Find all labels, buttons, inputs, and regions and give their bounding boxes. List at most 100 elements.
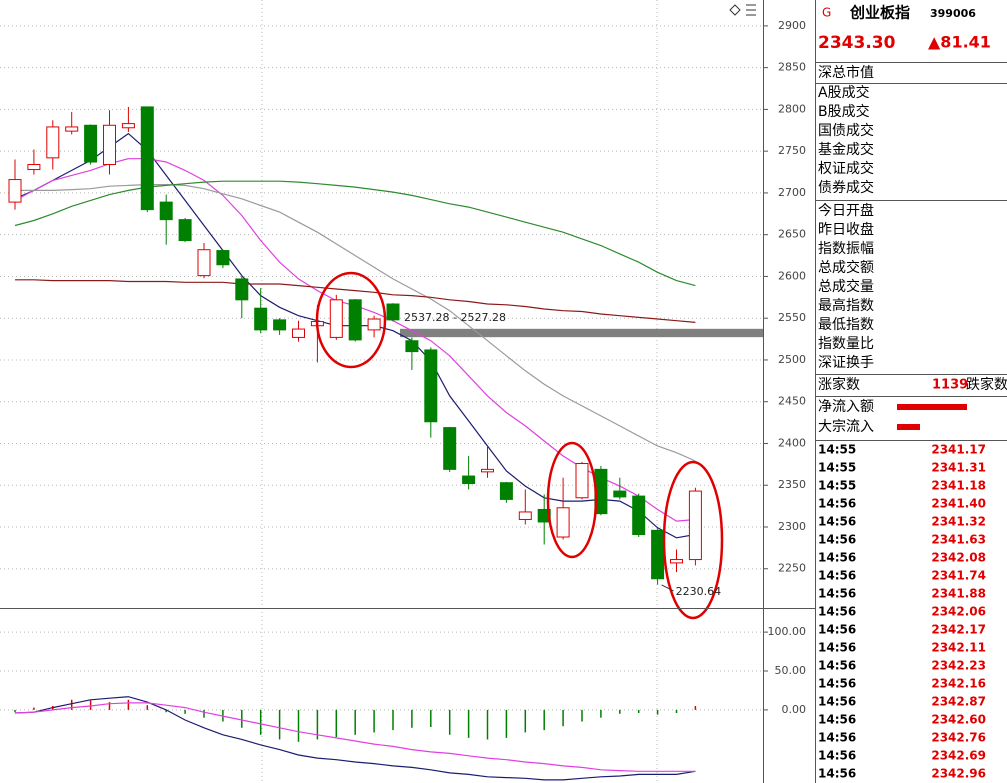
highlight-ellipse [662, 460, 724, 620]
candle-body [84, 124, 98, 163]
indicator-line [15, 279, 696, 323]
candle-body [632, 495, 646, 536]
y-tick-label: 2900 [778, 19, 806, 32]
row-label: 深总市值 [818, 64, 874, 81]
y-tick-label: 2650 [778, 228, 806, 241]
candle-body [443, 427, 457, 470]
y-tick-label: 2500 [778, 353, 806, 366]
tick-price: 2342.06 [931, 605, 986, 619]
y-tick-label: 2550 [778, 311, 806, 324]
candle-body [216, 250, 230, 266]
tick-price: 2341.32 [931, 515, 986, 529]
row-label: 国债成交 [818, 122, 874, 139]
row-label: 昨日收盘 [818, 221, 874, 238]
tick-time: 14:55 [818, 479, 856, 493]
y-tick-label: 2450 [778, 395, 806, 408]
row-label: 涨家数 [818, 376, 860, 393]
row-label: 指数振幅 [818, 241, 874, 257]
tick-price: 2341.74 [931, 569, 986, 583]
y-tick-label: 0.00 [782, 703, 807, 716]
tick-price: 2342.96 [931, 767, 986, 781]
price-change: ▲81.41 [928, 33, 991, 52]
tick-time: 14:56 [818, 767, 856, 781]
y-tick-label: 2400 [778, 436, 806, 449]
candle-body [329, 299, 343, 338]
candle-body [670, 559, 683, 564]
row-label: 深证换手 [818, 354, 874, 371]
tick-time: 14:56 [818, 659, 856, 673]
candle-body [103, 124, 116, 166]
index-code: 399006 [930, 7, 976, 20]
last-price: 2343.30 [818, 33, 896, 53]
tick-time: 14:56 [818, 605, 856, 619]
price-band [400, 328, 763, 338]
icon-diamond[interactable] [729, 4, 741, 16]
row-label: B股成交 [818, 103, 870, 120]
row-label: 权证成交 [818, 160, 874, 177]
tick-price: 2342.16 [931, 677, 986, 691]
tick-time: 14:56 [818, 497, 856, 511]
flow-bar [897, 424, 920, 430]
tick-time: 14:55 [818, 443, 856, 457]
candle-body [235, 278, 249, 301]
row-label: 基金成交 [818, 141, 874, 158]
row-label: 净流入额 [818, 399, 874, 415]
y-tick-label: 2300 [778, 520, 806, 533]
candle-body [140, 106, 154, 211]
advance-count: 1139 [932, 378, 968, 393]
tick-time: 14:56 [818, 731, 856, 745]
row-label: 跌家数 [966, 376, 1007, 393]
tick-price: 2342.69 [931, 749, 986, 763]
tick-time: 14:56 [818, 623, 856, 637]
y-tick-label: 2800 [778, 102, 806, 115]
tick-price: 2342.23 [931, 659, 986, 673]
row-label: 最低指数 [818, 317, 874, 333]
candle-body [575, 463, 589, 499]
tick-time: 14:56 [818, 749, 856, 763]
candle-body [537, 508, 551, 523]
candle-body [499, 482, 513, 500]
tick-price: 2341.31 [931, 461, 986, 475]
candle-body [65, 126, 79, 132]
candle-body [197, 249, 211, 277]
tick-time: 14:56 [818, 641, 856, 655]
flow-bar [897, 404, 967, 410]
y-tick-label: 50.00 [775, 664, 807, 677]
candle-body [613, 490, 627, 498]
plot-layer: 2250 2300 2350 2400 2450 2500 2550 2600 2650 2700… [0, 19, 807, 781]
candle-body [556, 507, 570, 538]
candle-body [367, 318, 381, 331]
tick-price: 2341.63 [931, 533, 986, 547]
candle-body [688, 490, 702, 561]
indicator-line [14, 696, 696, 781]
indicator-line [14, 702, 696, 772]
tick-time: 14:56 [818, 515, 856, 529]
tick-time: 14:56 [818, 551, 856, 565]
tick-price: 2342.17 [931, 623, 986, 637]
tick-price: 2341.40 [931, 497, 986, 511]
y-tick-label: 2600 [778, 269, 806, 282]
y-tick-label: 2700 [778, 186, 806, 199]
y-tick-label: 2350 [778, 478, 806, 491]
candle-body [462, 475, 476, 485]
tick-price: 2341.17 [931, 443, 986, 457]
tick-price: 2341.18 [931, 479, 986, 493]
row-label: 大宗流入 [818, 419, 874, 435]
tick-time: 14:56 [818, 533, 856, 547]
band-label: 2537.28 - 2527.28 [404, 311, 506, 324]
candle-body [651, 529, 665, 580]
tick-price: 2342.11 [931, 641, 986, 655]
icon-menu[interactable] [746, 4, 756, 16]
row-label: 今日开盘 [818, 202, 874, 219]
grid-layer [261, 0, 658, 783]
candle-body [348, 299, 362, 341]
tick-price: 2342.60 [931, 713, 986, 727]
annotation-layer: 2537.28 - 2527.28 2230.64 [315, 271, 724, 620]
candle-body [121, 123, 135, 129]
candle-body [386, 303, 400, 321]
tick-time: 14:56 [818, 695, 856, 709]
